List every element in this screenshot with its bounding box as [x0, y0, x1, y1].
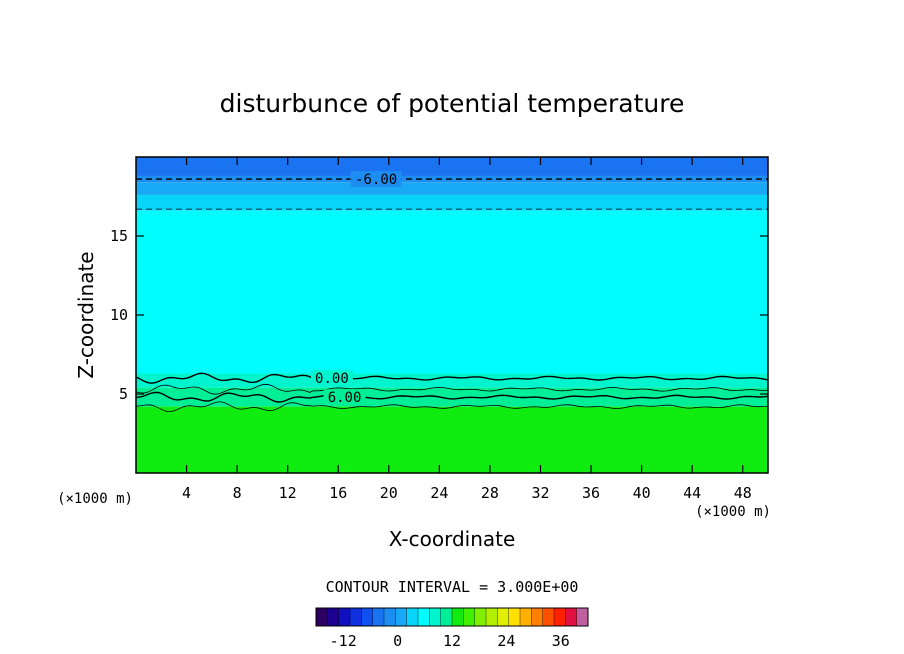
- x-tick-label: 20: [380, 484, 398, 502]
- y-tick-label: 5: [119, 385, 128, 403]
- chart-title: disturbunce of potential temperature: [220, 89, 685, 118]
- colorbar-swatch: [565, 608, 578, 626]
- contour-label-background: [350, 171, 402, 188]
- contour-line: [135, 372, 769, 384]
- x-tick-label: 16: [329, 484, 347, 502]
- contour-label: 0.00: [315, 371, 349, 387]
- colorbar-swatch: [463, 608, 476, 626]
- colorbar-swatch: [350, 608, 362, 626]
- contour-interval-text: CONTOUR INTERVAL = 3.000E+00: [326, 578, 579, 596]
- colorbar-swatch: [497, 608, 510, 626]
- colorbar-swatch: [520, 608, 532, 626]
- contour-fill-band: [136, 373, 768, 388]
- colorbar-tick-label: 24: [497, 632, 515, 650]
- colorbar-swatch: [542, 608, 555, 626]
- colorbar-frame: [315, 607, 589, 627]
- y-axis-label: Z-coordinate: [74, 251, 98, 378]
- colorbar-swatch: [486, 608, 498, 626]
- y-tick-label: 10: [110, 306, 128, 324]
- y-axis: 5 10 15: [110, 227, 768, 403]
- colorbar-swatch: [576, 608, 589, 626]
- y-tick-label: 15: [110, 227, 128, 245]
- colorbar-swatch: [361, 608, 374, 626]
- colorbar-swatch: [418, 608, 430, 626]
- colorbar-tick-label: 0: [393, 632, 402, 650]
- x-tick-label: 4: [182, 484, 191, 502]
- x-unit-right: (×1000 m): [695, 504, 771, 520]
- contour-fill-band: [136, 210, 768, 374]
- colorbar-tick-label: 36: [552, 632, 570, 650]
- colorbar-tick-label: 12: [443, 632, 461, 650]
- contour-fill-band: [136, 157, 768, 176]
- colorbar-swatch: [384, 608, 396, 626]
- x-unit-left: (×1000 m): [57, 491, 133, 507]
- x-axis: 4 8 12 16 20 24 28 32 36 40 44 48: [182, 157, 752, 502]
- colorbar-swatch: [395, 608, 408, 626]
- x-tick-label: 32: [531, 484, 549, 502]
- contour-fill-band: [136, 194, 768, 211]
- contour-line: [135, 391, 769, 403]
- x-tick-label: 12: [279, 484, 297, 502]
- contour-lines-layer: -6.00 0.00 6.00: [135, 171, 769, 413]
- contour-line: [135, 383, 769, 395]
- x-tick-label: 24: [430, 484, 448, 502]
- colorbar-swatch: [372, 608, 385, 626]
- x-tick-label: 48: [734, 484, 752, 502]
- contour-fill-layer: [136, 157, 768, 473]
- contour-fill-band: [136, 406, 768, 473]
- x-tick-label: 8: [233, 484, 242, 502]
- colorbar-tick-label: -12: [330, 632, 357, 650]
- x-axis-label: X-coordinate: [389, 527, 516, 551]
- contour-fill-band: [136, 387, 768, 407]
- colorbar-swatch: [327, 608, 340, 626]
- contour-fill-band: [136, 182, 768, 195]
- x-tick-label: 44: [683, 484, 701, 502]
- colorbar-swatch: [338, 608, 351, 626]
- colorbar-swatch: [429, 608, 442, 626]
- colorbar-swatch: [508, 608, 521, 626]
- x-tick-label: 28: [481, 484, 499, 502]
- contour-label-background: [310, 370, 353, 387]
- contour-label-background: [323, 389, 366, 406]
- colorbar-swatch: [452, 608, 464, 626]
- colorbar-swatch: [316, 608, 328, 626]
- colorbar-swatch: [531, 608, 544, 626]
- colorbar-swatch: [440, 608, 453, 626]
- x-tick-label: 36: [582, 484, 600, 502]
- colorbar-swatch: [406, 608, 419, 626]
- colorbar: -12 0 12 24 36: [315, 607, 589, 650]
- contour-label: 6.00: [328, 390, 362, 406]
- x-tick-label: 40: [633, 484, 651, 502]
- colorbar-swatch: [554, 608, 566, 626]
- colorbar-swatch: [474, 608, 487, 626]
- contour-label: -6.00: [355, 172, 397, 188]
- contour-line: [135, 401, 769, 413]
